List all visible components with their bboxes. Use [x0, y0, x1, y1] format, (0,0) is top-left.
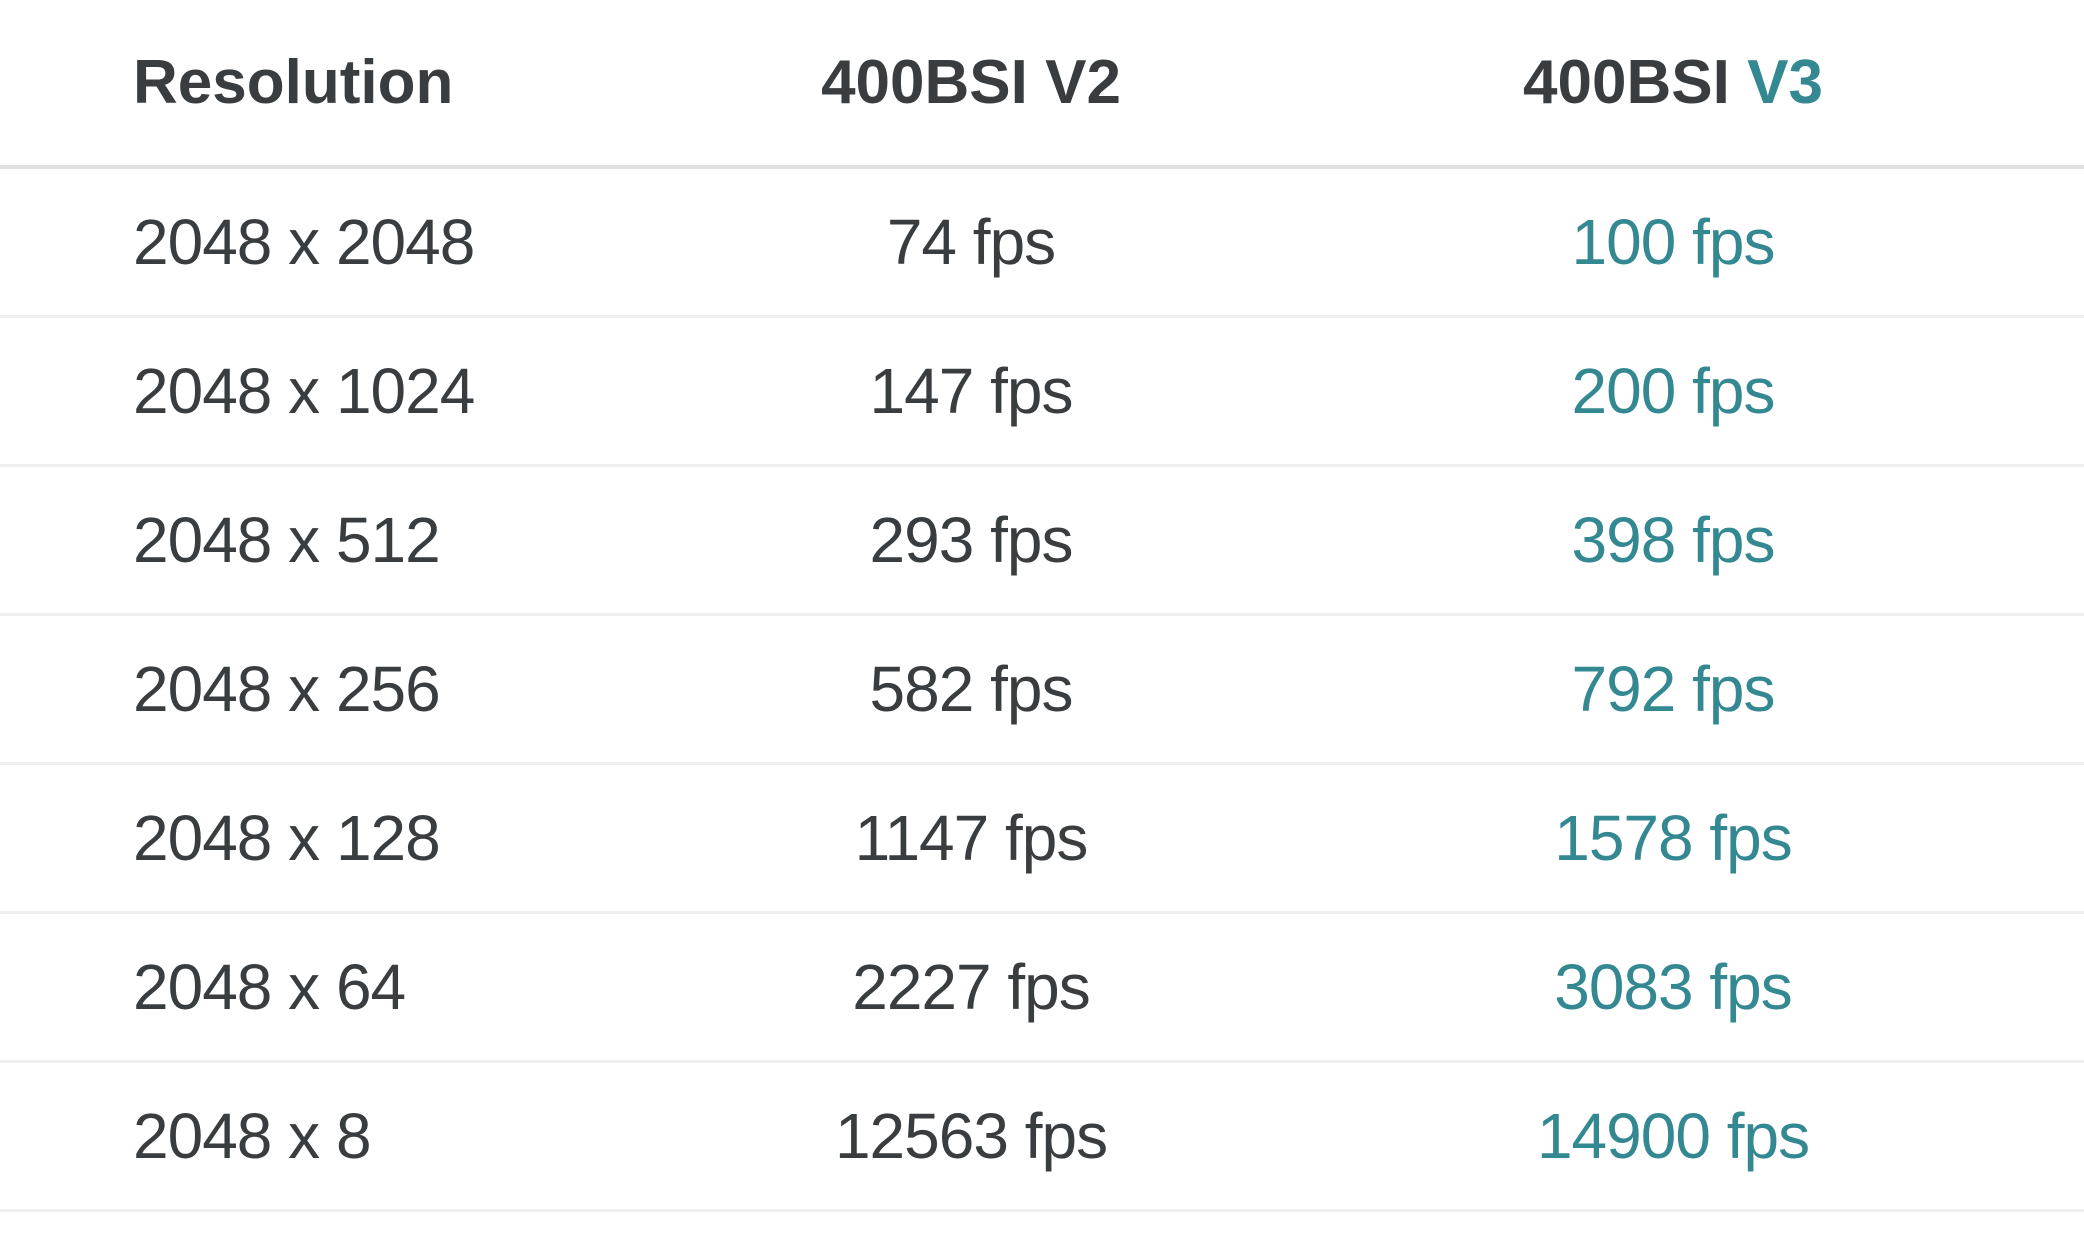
table-row: 2048 x 8 12563 fps 14900 fps: [0, 1063, 2084, 1212]
cell-v2: 2227 fps: [852, 951, 1091, 1023]
cell-resolution: 2048 x 64: [133, 951, 406, 1023]
header-v3-prefix: 400BSI: [1523, 48, 1730, 117]
header-v3: 400BSI V3: [1373, 47, 1973, 118]
table-row: 2048 x 512 293 fps 398 fps: [0, 467, 2084, 616]
cell-resolution: 2048 x 8: [133, 1100, 372, 1172]
comparison-table: Resolution 400BSI V2 400BSI V3 2048 x 20…: [0, 0, 2084, 1212]
cell-v2: 293 fps: [869, 504, 1074, 576]
cell-v3: 100 fps: [1571, 206, 1776, 278]
cell-v3: 3083 fps: [1554, 951, 1793, 1023]
cell-v2: 12563 fps: [834, 1100, 1108, 1172]
cell-v3: 792 fps: [1571, 653, 1776, 725]
cell-resolution: 2048 x 1024: [133, 355, 475, 427]
cell-resolution: 2048 x 128: [133, 802, 441, 874]
cell-v2: 147 fps: [869, 355, 1074, 427]
cell-resolution: 2048 x 512: [133, 504, 441, 576]
header-resolution: Resolution: [133, 48, 454, 117]
table-row: 2048 x 64 2227 fps 3083 fps: [0, 914, 2084, 1063]
cell-v3: 1578 fps: [1554, 802, 1793, 874]
table-body: 2048 x 2048 74 fps 100 fps 2048 x 1024 147 f…: [0, 169, 2084, 1212]
cell-v2: 74 fps: [886, 206, 1056, 278]
cell-resolution: 2048 x 256: [133, 653, 441, 725]
table-row: 2048 x 256 582 fps 792 fps: [0, 616, 2084, 765]
cell-v2: 582 fps: [869, 653, 1074, 725]
table-row: 2048 x 2048 74 fps 100 fps: [0, 169, 2084, 318]
table-row: 2048 x 128 1147 fps 1578 fps: [0, 765, 2084, 914]
header-v2: 400BSI V2: [821, 48, 1121, 117]
cell-v2: 1147 fps: [854, 802, 1089, 874]
table-header: Resolution 400BSI V2 400BSI V3: [0, 0, 2084, 169]
cell-v3: 398 fps: [1571, 504, 1776, 576]
cell-resolution: 2048 x 2048: [133, 206, 475, 278]
header-v3-suffix: V3: [1747, 48, 1823, 117]
cell-v3: 14900 fps: [1536, 1100, 1810, 1172]
cell-v3: 200 fps: [1571, 355, 1776, 427]
table-row: 2048 x 1024 147 fps 200 fps: [0, 318, 2084, 467]
